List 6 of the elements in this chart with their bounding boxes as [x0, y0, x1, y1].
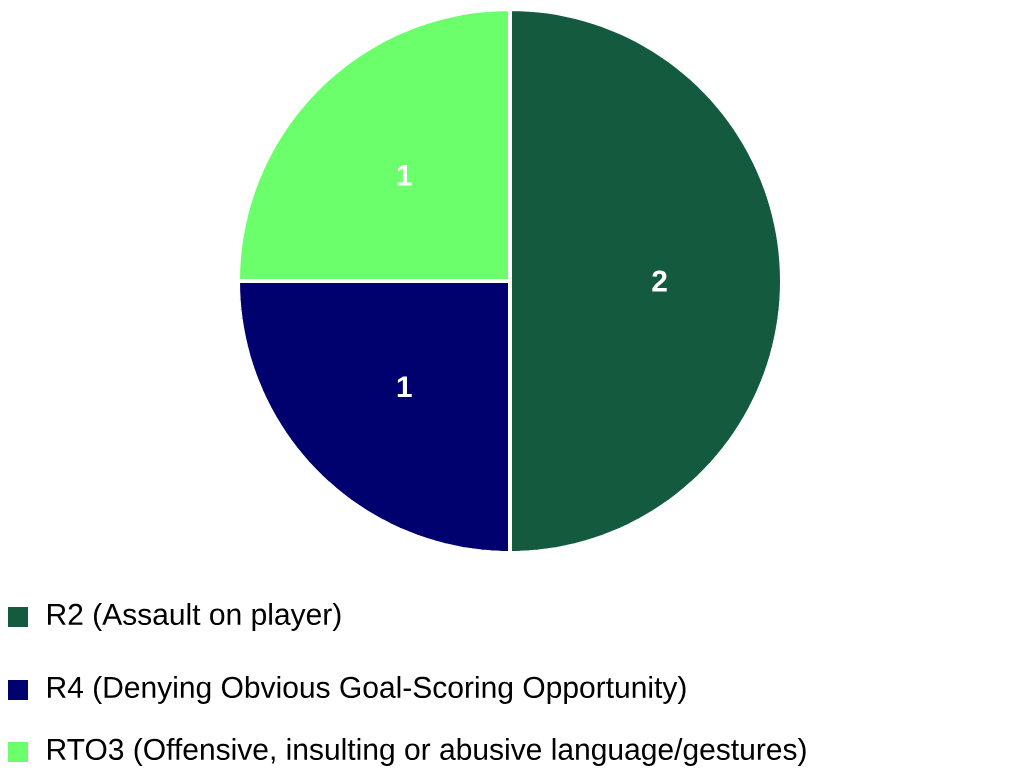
- data-label: 1: [397, 376, 412, 398]
- legend-label: RTO3 (Offensive, insulting or abusive language/gestures): [48, 738, 806, 766]
- legend-label: R4 (Denying Obvious Goal-Scoring Opportunity): [48, 676, 686, 704]
- data-label: 1: [397, 164, 412, 186]
- legend-label: R2 (Assault on player): [48, 603, 341, 631]
- data-label: 2: [652, 270, 667, 292]
